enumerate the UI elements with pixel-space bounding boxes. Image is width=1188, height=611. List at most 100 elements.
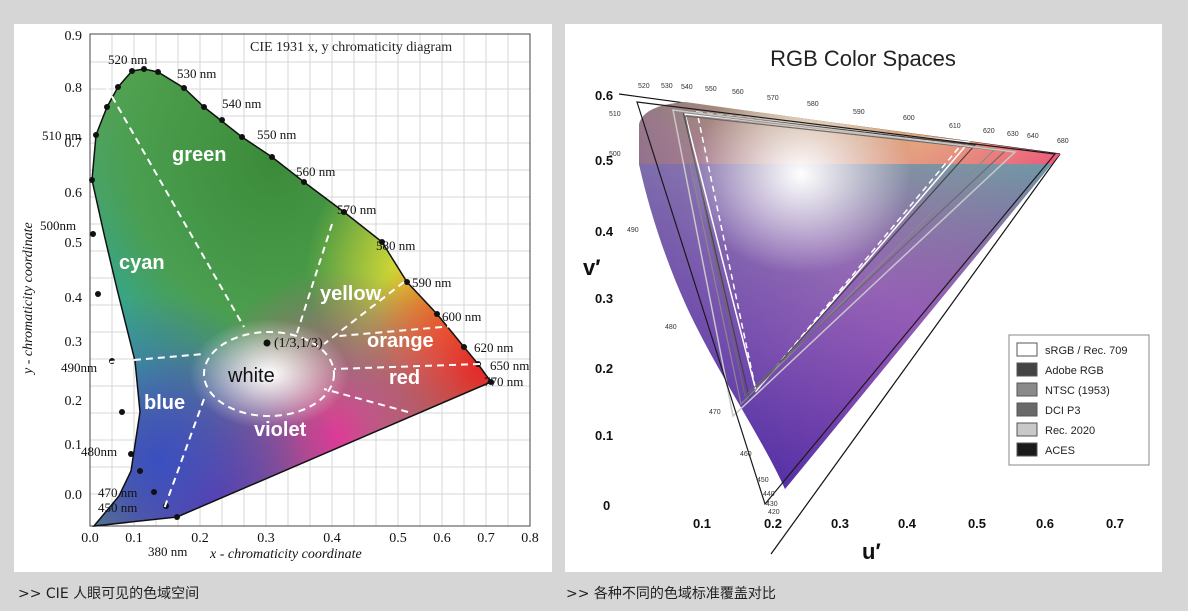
svg-text:0.4: 0.4 — [898, 516, 917, 531]
legend-item-rec2020: Rec. 2020 — [1016, 422, 1095, 437]
svg-text:0.3: 0.3 — [65, 335, 83, 350]
svg-text:0.4: 0.4 — [595, 224, 614, 239]
svg-text:0.2: 0.2 — [764, 516, 782, 531]
svg-text:0.0: 0.0 — [65, 488, 83, 503]
svg-text:Rec. 2020: Rec. 2020 — [1045, 425, 1095, 437]
svg-text:640: 640 — [1027, 133, 1039, 140]
svg-text:590 nm: 590 nm — [412, 275, 451, 290]
svg-text:0.1: 0.1 — [125, 531, 143, 546]
svg-text:0.2: 0.2 — [595, 361, 613, 376]
svg-text:560: 560 — [732, 89, 744, 96]
svg-text:520 nm: 520 nm — [108, 52, 147, 67]
plot-frame — [89, 33, 531, 527]
svg-text:DCI P3: DCI P3 — [1045, 405, 1080, 417]
svg-text:0.3: 0.3 — [595, 291, 613, 306]
uv-diagram: RGB Color Spaces 0.6 0.5 0.4 0.3 0.2 0.1… — [583, 46, 1150, 564]
legend: sRGB / Rec. 709 Adobe RGB NTSC (1953) DC… — [1008, 334, 1150, 466]
svg-text:0.5: 0.5 — [968, 516, 986, 531]
legend-item-ntsc: NTSC (1953) — [1016, 382, 1110, 397]
svg-text:620 nm: 620 nm — [474, 340, 513, 355]
y-axis-label: y - chromaticity coordinate — [21, 222, 36, 376]
svg-text:450 nm: 450 nm — [98, 500, 137, 515]
svg-text:ACES: ACES — [1045, 445, 1075, 457]
cie-diagram-panel: green cyan yellow orange red blue violet… — [14, 24, 552, 572]
svg-text:600 nm: 600 nm — [442, 309, 481, 324]
svg-text:500: 500 — [609, 151, 621, 158]
region-white: white — [227, 365, 275, 387]
svg-text:0.7: 0.7 — [477, 531, 495, 546]
svg-text:0.8: 0.8 — [65, 81, 83, 96]
svg-text:NTSC (1953): NTSC (1953) — [1045, 385, 1110, 397]
svg-text:480: 480 — [665, 324, 677, 331]
svg-text:570 nm: 570 nm — [337, 202, 376, 217]
legend-item-dci-p3: DCI P3 — [1016, 402, 1080, 417]
v-tick-labels: 0.6 0.5 0.4 0.3 0.2 0.1 0 — [595, 88, 614, 513]
dci-p3-triangle — [684, 115, 1007, 398]
svg-text:480nm: 480nm — [81, 444, 117, 459]
svg-text:530: 530 — [661, 83, 673, 90]
v-axis-label: v′ — [583, 255, 601, 280]
region-yellow: yellow — [320, 283, 382, 305]
svg-text:0.6: 0.6 — [65, 186, 83, 201]
svg-text:520: 520 — [638, 83, 650, 90]
svg-text:0: 0 — [603, 498, 610, 513]
region-red: red — [389, 367, 420, 389]
svg-text:470: 470 — [709, 409, 721, 416]
svg-text:620: 620 — [983, 128, 995, 135]
region-labels: green cyan yellow orange red blue violet — [119, 144, 434, 441]
cie-xy-diagram: green cyan yellow orange red blue violet… — [21, 29, 539, 562]
white-point-marker — [263, 339, 271, 347]
svg-text:0.5: 0.5 — [595, 153, 613, 168]
region-cyan: cyan — [119, 252, 165, 274]
svg-text:0.2: 0.2 — [191, 531, 209, 546]
svg-text:500nm: 500nm — [40, 218, 76, 233]
caption-left: >> CIE 人眼可见的色域空间 — [18, 586, 200, 602]
svg-text:680: 680 — [1057, 138, 1069, 145]
svg-text:550: 550 — [705, 86, 717, 93]
aces-triangle — [636, 101, 1057, 506]
svg-text:0.7: 0.7 — [1106, 516, 1124, 531]
svg-text:0.5: 0.5 — [65, 236, 83, 251]
svg-text:0.6: 0.6 — [433, 531, 451, 546]
svg-text:420: 420 — [768, 509, 780, 516]
svg-text:0.4: 0.4 — [65, 291, 83, 306]
svg-text:0.4: 0.4 — [323, 531, 341, 546]
svg-text:0.6: 0.6 — [1036, 516, 1054, 531]
u-tick-labels: 0.1 0.2 0.3 0.4 0.5 0.6 0.7 — [693, 516, 1124, 531]
svg-text:770 nm: 770 nm — [484, 374, 523, 389]
adobe-rgb-triangle — [682, 110, 977, 399]
x-tick-labels: 0.0 0.1 0.2 0.3 0.4 0.5 0.6 0.7 0.8 — [81, 531, 539, 546]
wavelength-labels-left: 510 500 490 480 470 460 450 440 430 420 — [609, 111, 780, 516]
svg-text:630: 630 — [1007, 131, 1019, 138]
rec2020-triangle — [672, 109, 1017, 418]
wavelength-labels-top: 520 530 540 550 560 570 580 590 600 610 … — [638, 83, 1069, 145]
gamut-triangles — [636, 101, 1057, 506]
svg-text:0.1: 0.1 — [65, 438, 83, 453]
svg-text:610: 610 — [949, 123, 961, 130]
svg-text:600: 600 — [903, 115, 915, 122]
svg-text:0.7: 0.7 — [65, 136, 83, 151]
svg-text:530 nm: 530 nm — [177, 66, 216, 81]
svg-text:0.1: 0.1 — [595, 428, 613, 443]
svg-text:380 nm: 380 nm — [148, 544, 187, 559]
svg-text:0.2: 0.2 — [65, 394, 83, 409]
svg-text:470 nm: 470 nm — [98, 485, 137, 500]
svg-text:0.5: 0.5 — [389, 531, 407, 546]
svg-text:540 nm: 540 nm — [222, 96, 261, 111]
svg-text:540: 540 — [681, 84, 693, 91]
region-violet: violet — [254, 419, 307, 441]
svg-text:0.6: 0.6 — [595, 88, 613, 103]
white-point-label: (1/3,1/3) — [274, 336, 323, 351]
svg-text:0.3: 0.3 — [831, 516, 849, 531]
rgb-color-spaces-panel: RGB Color Spaces 0.6 0.5 0.4 0.3 0.2 0.1… — [565, 24, 1162, 572]
u-axis-label: u′ — [862, 539, 881, 564]
svg-text:0.9: 0.9 — [65, 29, 83, 44]
svg-text:560 nm: 560 nm — [296, 164, 335, 179]
svg-text:sRGB / Rec. 709: sRGB / Rec. 709 — [1045, 345, 1128, 357]
svg-text:510 nm: 510 nm — [42, 128, 81, 143]
svg-text:550 nm: 550 nm — [257, 127, 296, 142]
svg-text:0.1: 0.1 — [693, 516, 711, 531]
svg-text:580: 580 — [807, 101, 819, 108]
svg-text:440: 440 — [763, 491, 775, 498]
svg-text:570: 570 — [767, 95, 779, 102]
